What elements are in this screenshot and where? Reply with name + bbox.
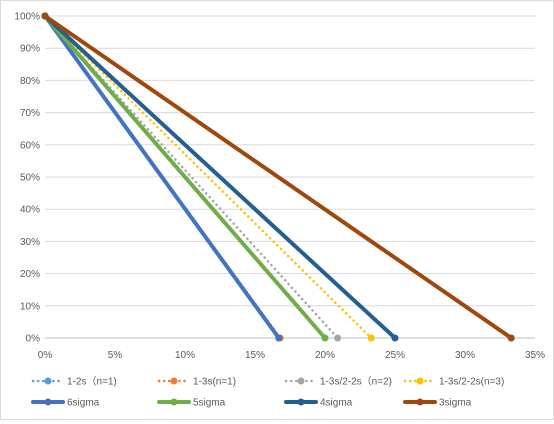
data-point: [334, 334, 342, 342]
legend-item: 4sigma: [284, 398, 353, 409]
legend-label: 5sigma: [193, 398, 226, 409]
gridlines: [45, 15, 535, 339]
y-tick-label: 20%: [20, 269, 40, 280]
legend-label: 1-2s（n=1): [67, 376, 117, 388]
series-lines: [41, 12, 515, 342]
legend-item: 3sigma: [403, 398, 472, 409]
y-tick-label: 40%: [20, 205, 40, 216]
legend-marker: [297, 398, 305, 406]
y-tick-label: 60%: [20, 140, 40, 151]
data-point: [367, 334, 375, 342]
legend-marker: [44, 377, 52, 385]
legend-label: 1-3s/2-2s(n=3): [439, 377, 504, 388]
x-tick-label: 25%: [385, 350, 405, 361]
legend-item: 6sigma: [31, 398, 100, 409]
data-point: [41, 12, 49, 20]
legend-marker: [416, 398, 424, 406]
legend: 1-2s（n=1) 1-3s(n=1) 1-3s/2-2s（n=2) 1-3s/2-2…: [31, 376, 504, 409]
legend-label: 4sigma: [320, 398, 353, 409]
x-tick-label: 5%: [108, 350, 123, 361]
legend-marker: [297, 377, 305, 385]
legend-marker: [44, 398, 52, 406]
x-tick-label: 15%: [245, 350, 265, 361]
y-tick-label: 30%: [20, 237, 40, 248]
x-tick-label: 0%: [38, 350, 53, 361]
x-tick-label: 20%: [315, 350, 335, 361]
legend-label: 1-3s(n=1): [193, 377, 236, 388]
series-line: [43, 14, 514, 340]
data-point: [321, 334, 329, 342]
series-line: [43, 14, 281, 340]
legend-label: 1-3s/2-2s（n=2): [320, 376, 392, 388]
y-tick-label: 70%: [20, 108, 40, 119]
series-line: [43, 14, 327, 340]
y-tick-label: 50%: [20, 173, 40, 184]
legend-item: 1-3s(n=1): [157, 377, 236, 388]
legend-label: 6sigma: [67, 398, 100, 409]
legend-marker: [170, 398, 178, 406]
legend-item: 1-2s（n=1): [31, 376, 117, 388]
legend-item: 1-3s/2-2s（n=2): [284, 376, 392, 388]
x-tick-label: 10%: [175, 350, 195, 361]
y-tick-label: 80%: [20, 76, 40, 87]
legend-item: 5sigma: [157, 398, 226, 409]
y-tick-label: 90%: [20, 44, 40, 55]
series-line: [43, 14, 397, 340]
y-tick-label: 10%: [20, 301, 40, 312]
x-tick-label: 35%: [525, 350, 545, 361]
data-point: [275, 334, 283, 342]
legend-label: 3sigma: [439, 398, 472, 409]
y-tick-label: 0%: [26, 334, 41, 345]
data-point: [507, 334, 515, 342]
legend-item: 1-3s/2-2s(n=3): [403, 377, 504, 388]
x-tick-label: 30%: [455, 350, 475, 361]
legend-marker: [416, 377, 424, 385]
axes: 0% 10% 20% 30% 40% 50% 60% 70% 80% 90% 100% 0% 5% 10%…: [14, 12, 545, 362]
legend-marker: [170, 377, 178, 385]
data-point: [391, 334, 399, 342]
series-line: [43, 14, 373, 340]
y-tick-label: 100%: [14, 12, 40, 23]
